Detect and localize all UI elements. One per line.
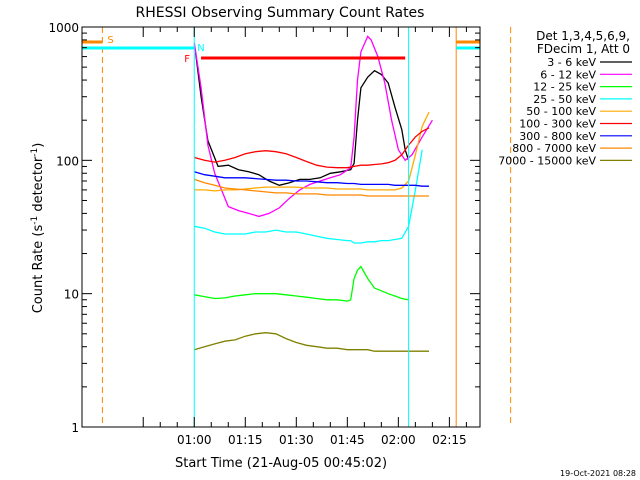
x-tick-label: 01:30 <box>279 433 314 447</box>
axis-layer: 1 10 100 1000 01:00 01:15 01:30 01:45 02:00 02:15 <box>48 21 481 447</box>
x-tick-label: 02:15 <box>432 433 467 447</box>
y-tick-label: 1000 <box>48 21 79 35</box>
series-layer <box>193 35 433 352</box>
legend-label: 50 - 100 keV <box>526 105 596 118</box>
plot-frame <box>81 26 481 428</box>
series-line <box>194 332 429 352</box>
x-tick-label: 01:45 <box>330 433 365 447</box>
chart-title: RHESSI Observing Summary Count Rates <box>136 5 425 21</box>
legend-label: 12 - 25 keV <box>533 81 596 94</box>
y-axis-label: Count Rate (s-1 detector-1) <box>30 143 46 314</box>
annotation-label: F <box>184 54 190 65</box>
y-label-part: ) <box>31 143 46 148</box>
legend: Det 1,3,4,5,6,9, FDecim 1, Att 0 3 - 6 k… <box>498 29 632 167</box>
legend-label: 3 - 6 keV <box>547 56 596 69</box>
series-line <box>194 178 429 197</box>
y-tick-label: 1 <box>71 421 79 435</box>
legend-label: 7000 - 15000 keV <box>498 154 596 167</box>
y-label-part: detector <box>31 156 46 216</box>
x-tick-label: 01:15 <box>228 433 263 447</box>
svg-text:Count Rate (s-1 detector-1): Count Rate (s-1 detector-1) <box>30 143 46 314</box>
series-line <box>194 127 430 169</box>
series-line <box>194 265 409 302</box>
series-line <box>194 171 429 187</box>
y-tick-label: 100 <box>56 154 79 168</box>
legend-header-line: Det 1,3,4,5,6,9, <box>536 29 630 43</box>
series-line <box>194 52 410 186</box>
legend-label: 6 - 12 keV <box>540 68 596 81</box>
x-axis-label: Start Time (21-Aug-05 00:45:02) <box>175 456 387 471</box>
legend-label: 300 - 800 keV <box>519 130 596 143</box>
x-tick-label: 01:00 <box>177 433 212 447</box>
y-tick-label: 10 <box>64 288 79 302</box>
legend-label: 100 - 300 keV <box>519 118 596 131</box>
timestamp: 19-Oct-2021 08:28 <box>560 469 636 478</box>
y-label-part: Count Rate (s <box>31 225 46 314</box>
legend-header-line: FDecim 1, Att 0 <box>537 42 630 56</box>
annotation-label: N <box>197 43 204 54</box>
y-label-superscript: -1 <box>30 148 40 157</box>
y-label-superscript: -1 <box>30 216 40 225</box>
legend-label: 800 - 7000 keV <box>512 142 596 155</box>
series-line <box>194 149 423 244</box>
annotation-layer: S NF <box>82 27 512 427</box>
x-tick-label: 02:00 <box>381 433 416 447</box>
series-line <box>193 35 433 218</box>
annotation-label: S <box>107 35 113 46</box>
legend-label: 25 - 50 keV <box>533 93 596 106</box>
